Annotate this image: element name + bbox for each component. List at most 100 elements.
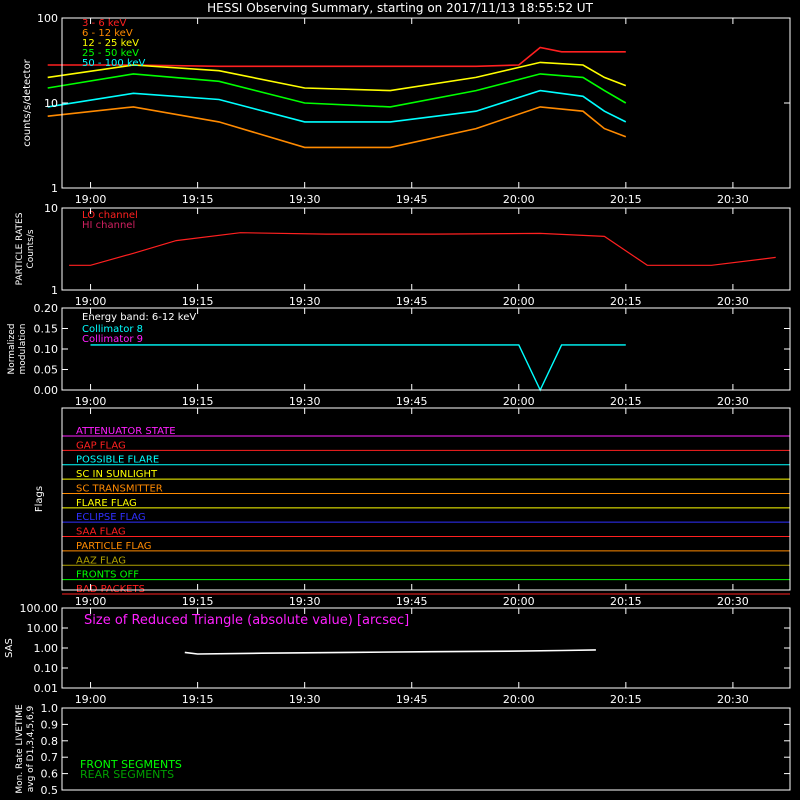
x-tick-label: 19:30 xyxy=(289,295,321,308)
y-tick-label: 100 xyxy=(37,12,58,25)
x-tick-label: 19:30 xyxy=(289,693,321,706)
panel-flags: ATTENUATOR STATE GAP FLAG POSSIBLE FLARE SC… xyxy=(34,407,791,608)
flag-label: ECLIPSE FLAG xyxy=(76,512,146,523)
y-tick-label: 1.0 xyxy=(41,702,59,715)
x-tick-label: 20:00 xyxy=(503,693,535,706)
x-tick-label: 20:15 xyxy=(610,295,642,308)
flag-label: PARTICLE FLAG xyxy=(76,541,152,552)
plot-frame xyxy=(61,407,791,591)
panel-annotation: Energy band: 6-12 keV xyxy=(82,312,196,323)
x-tick-label: 20:15 xyxy=(610,595,642,608)
page-title: HESSI Observing Summary, starting on 201… xyxy=(207,1,593,15)
series-line xyxy=(47,106,627,149)
flag-label: GAP FLAG xyxy=(76,440,126,451)
y-tick-label: 0.00 xyxy=(34,384,59,397)
y-axis-label: PARTICLE RATES xyxy=(15,212,25,285)
y-tick-label: 0.05 xyxy=(34,364,59,377)
y-tick-label: 1 xyxy=(51,284,58,297)
y-axis-label: avg of D1,3,4,5,6,9 xyxy=(26,705,36,792)
y-axis-label: SAS xyxy=(4,638,15,658)
x-tick-label: 20:30 xyxy=(717,295,749,308)
y-tick-label: 10 xyxy=(44,202,58,215)
flag-label: ATTENUATOR STATE xyxy=(76,426,176,437)
plot-frame xyxy=(61,707,791,791)
x-tick-label: 19:00 xyxy=(75,595,107,608)
y-tick-label: 0.15 xyxy=(34,323,59,336)
x-tick-label: 20:30 xyxy=(717,193,749,206)
x-tick-label: 19:15 xyxy=(182,693,214,706)
legend-entry: 25 - 50 keV xyxy=(82,48,139,59)
x-tick-label: 19:00 xyxy=(75,295,107,308)
legend-entry: LO channel xyxy=(82,210,138,221)
series-line xyxy=(47,89,627,123)
y-tick-label: 0.7 xyxy=(41,751,59,764)
x-tick-label: 20:00 xyxy=(503,595,535,608)
x-tick-label: 19:00 xyxy=(75,395,107,408)
y-tick-label: 0.20 xyxy=(34,302,59,315)
series-line xyxy=(47,73,627,108)
x-tick-label: 19:15 xyxy=(182,395,214,408)
y-axis-label: modulation xyxy=(18,324,28,375)
legend-entry: REAR SEGMENTS xyxy=(80,768,174,781)
legend-entry: 50 - 100 keV xyxy=(82,58,146,69)
x-tick-label: 20:15 xyxy=(610,693,642,706)
flag-label: SC TRANSMITTER xyxy=(76,483,163,494)
panel-modulation: Normalized modulation Energy band: 6-12 ke… xyxy=(7,302,791,408)
series-line xyxy=(90,344,626,392)
y-tick-label: 100.00 xyxy=(20,602,59,615)
x-tick-label: 19:45 xyxy=(396,193,428,206)
x-tick-label: 19:45 xyxy=(396,595,428,608)
y-tick-label: 0.10 xyxy=(34,662,59,675)
legend-entry: 6 - 12 keV xyxy=(82,28,133,39)
series-line xyxy=(69,232,776,266)
legend-entry: 3 - 6 keV xyxy=(82,18,126,29)
legend-entry: Collimator 8 xyxy=(82,324,143,335)
x-tick-label: 19:00 xyxy=(75,693,107,706)
y-tick-label: 0.10 xyxy=(34,343,59,356)
x-tick-label: 20:00 xyxy=(503,193,535,206)
flag-label: FLARE FLAG xyxy=(76,498,137,509)
y-tick-label: 1 xyxy=(51,182,58,195)
y-axis-label: Normalized xyxy=(7,323,17,374)
x-tick-label: 20:15 xyxy=(610,395,642,408)
flag-label: POSSIBLE FLARE xyxy=(76,455,159,466)
y-axis-label: Flags xyxy=(34,486,45,512)
x-tick-label: 19:30 xyxy=(289,395,321,408)
y-axis-label: Counts/s xyxy=(26,229,36,268)
x-tick-label: 19:15 xyxy=(182,193,214,206)
series-line xyxy=(47,61,627,92)
y-tick-label: 0.8 xyxy=(41,735,59,748)
y-tick-label: 0.5 xyxy=(41,784,59,797)
y-tick-label: 0.9 xyxy=(41,718,59,731)
legend-entry: Collimator 9 xyxy=(82,334,143,345)
panel-livetime: Mon. Rate LIVETIME avg of D1,3,4,5,6,9 FRO… xyxy=(15,702,791,797)
x-tick-label: 19:30 xyxy=(289,193,321,206)
legend-entry: 12 - 25 keV xyxy=(82,38,139,49)
y-tick-label: 0.6 xyxy=(41,768,59,781)
x-tick-label: 20:30 xyxy=(717,395,749,408)
x-tick-label: 19:30 xyxy=(289,595,321,608)
x-tick-label: 19:00 xyxy=(75,193,107,206)
series-line xyxy=(47,46,626,68)
x-tick-label: 19:45 xyxy=(396,395,428,408)
x-tick-label: 19:45 xyxy=(396,295,428,308)
flag-label: FRONTS OFF xyxy=(76,570,139,581)
y-tick-label: 0.01 xyxy=(34,682,59,695)
x-tick-label: 20:30 xyxy=(717,693,749,706)
x-tick-label: 20:00 xyxy=(503,295,535,308)
flag-label: AAZ FLAG xyxy=(76,555,126,566)
x-tick-label: 19:45 xyxy=(396,693,428,706)
y-tick-label: 10.00 xyxy=(27,622,59,635)
x-tick-label: 19:15 xyxy=(182,595,214,608)
x-tick-label: 20:00 xyxy=(503,395,535,408)
y-axis-label: counts/s/detector xyxy=(22,58,33,146)
plot-frame xyxy=(61,207,791,291)
series-line xyxy=(184,649,596,655)
y-axis-label: Mon. Rate LIVETIME xyxy=(15,704,25,794)
legend-entry: FRONT SEGMENTS xyxy=(80,758,182,771)
legend-entry: HI channel xyxy=(82,220,135,231)
